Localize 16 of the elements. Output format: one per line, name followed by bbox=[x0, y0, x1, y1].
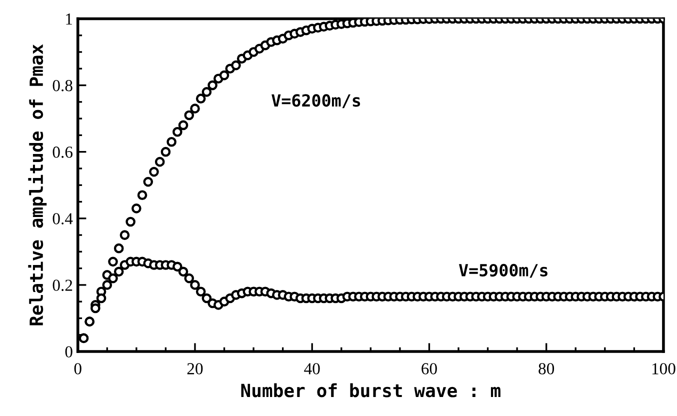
series-label: V=5900m/s bbox=[458, 264, 548, 278]
y-axis-title: Relative amplitude of Pmax bbox=[28, 44, 47, 326]
y-tick-label: 0.4 bbox=[52, 213, 73, 224]
x-tick-label: 20 bbox=[187, 363, 203, 374]
x-tick-label: 0 bbox=[74, 363, 82, 374]
x-tick-label: 40 bbox=[304, 363, 320, 374]
text: V=6200m/s bbox=[272, 94, 360, 108]
y-tick-label: 0.8 bbox=[52, 80, 72, 92]
y-tick-label: 0 bbox=[65, 346, 72, 358]
y-tick-label: 1 bbox=[66, 14, 72, 25]
x-tick-label: 60 bbox=[422, 363, 437, 374]
y-tick-label: 0.6 bbox=[52, 146, 72, 158]
x-tick-label: 100 bbox=[652, 363, 676, 374]
y-tick-label: 0.2 bbox=[52, 280, 72, 291]
x-tick-label: 80 bbox=[538, 363, 554, 374]
x-axis-title: Number of burst wave : m bbox=[241, 383, 500, 398]
